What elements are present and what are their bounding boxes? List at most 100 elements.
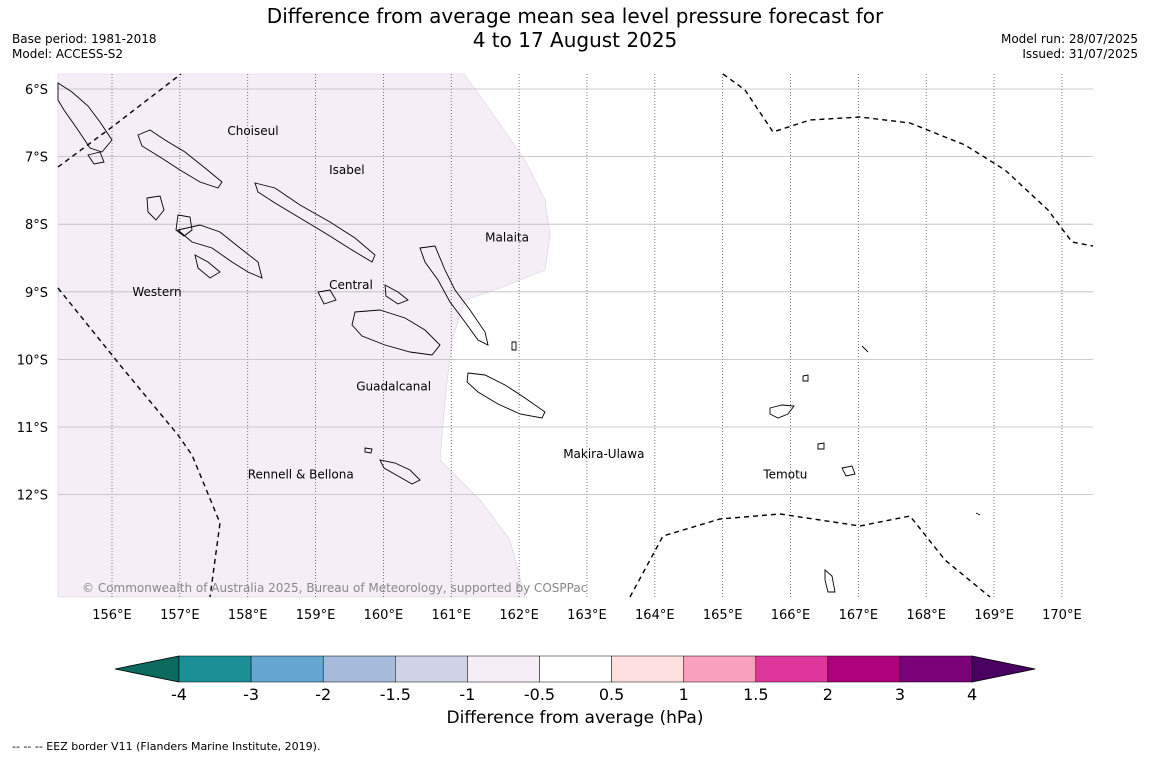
- model-run: Model run: 28/07/2025: [1000, 32, 1138, 46]
- map-title: Difference from average mean sea level p…: [0, 4, 1150, 52]
- island-rendova: [194, 254, 221, 279]
- island-malaita: [419, 245, 489, 346]
- region-label: Rennell & Bellona: [248, 467, 354, 481]
- island-utupua: [817, 442, 825, 450]
- island-bellona: [364, 447, 373, 454]
- colorbar-tick-label: 0.5: [599, 685, 624, 700]
- islands: [57, 82, 981, 593]
- colorbar: -4 -3 -2 -1.5 -1 -0.5 0.5 1 1.5 2 3 4: [114, 655, 1036, 700]
- colorbar-over-arrow: [971, 655, 1036, 683]
- colorbar-tick-label: -1.5: [380, 685, 411, 700]
- island-kolombangara: [175, 214, 193, 237]
- colorbar-tick-label: 4: [967, 685, 977, 700]
- colorbar-segment: [899, 655, 973, 683]
- colorbar-tick-label: 1: [679, 685, 689, 700]
- lon-tick-label: 170°E: [1042, 608, 1082, 623]
- eez-borders: [57, 73, 1094, 598]
- colorbar-segment: [250, 655, 324, 683]
- island-vella-lavella: [146, 195, 165, 221]
- model-name: Model: ACCESS-S2: [12, 47, 124, 61]
- anomaly-band: [57, 73, 551, 598]
- lat-tick-label: 7°S: [25, 151, 48, 166]
- island-guadalcanal: [351, 309, 441, 356]
- lon-tick-label: 167°E: [839, 608, 879, 623]
- island-russell: [384, 284, 409, 305]
- lon-tick-label: 163°E: [567, 608, 607, 623]
- island-choiseul: [137, 129, 223, 189]
- lat-tick-label: 10°S: [17, 353, 48, 368]
- lon-tick-label: 160°E: [364, 608, 404, 623]
- colorbar-tick-label: -4: [171, 685, 187, 700]
- colorbar-segment: [539, 655, 612, 683]
- colorbar-tick-label: -1: [459, 685, 475, 700]
- island-isabel: [254, 182, 376, 263]
- base-period: Base period: 1981-2018: [12, 32, 157, 46]
- run-info: Model run: 28/07/2025 Issued: 31/07/2025: [1001, 32, 1138, 62]
- lat-tick-label: 9°S: [25, 286, 48, 301]
- anomaly-band-shape: [57, 73, 551, 598]
- island-anuta: [824, 569, 836, 593]
- title-line-1: Difference from average mean sea level p…: [266, 4, 884, 28]
- region-label: Isabel: [329, 163, 364, 177]
- colorbar-tick-label: -0.5: [524, 685, 555, 700]
- eez-border-west-upper: [57, 73, 182, 168]
- lon-tick-label: 166°E: [771, 608, 811, 623]
- colorbar-segment: [827, 655, 901, 683]
- island-small-3: [975, 512, 981, 516]
- eez-border-west-lower: [57, 287, 221, 598]
- lon-tick-label: 159°E: [296, 608, 336, 623]
- lon-tick-label: 164°E: [635, 608, 675, 623]
- lon-tick-label: 161°E: [431, 608, 471, 623]
- lon-tick-label: 169°E: [974, 608, 1014, 623]
- region-label: Central: [329, 278, 373, 292]
- eez-footnote: -- -- -- EEZ border V11 (Flanders Marine…: [12, 740, 321, 753]
- colorbar-segment: [683, 655, 757, 683]
- lon-tick-label: 157°E: [160, 608, 200, 623]
- graticule: [58, 74, 1093, 597]
- copyright-notice: © Commonwealth of Australia 2025, Bureau…: [82, 581, 587, 595]
- lat-tick-label: 12°S: [17, 489, 48, 504]
- colorbar-tick-label: 2: [823, 685, 833, 700]
- lon-tick-label: 156°E: [92, 608, 132, 623]
- colorbar-segment: [322, 655, 396, 683]
- issued-date: Issued: 31/07/2025: [1022, 47, 1138, 61]
- eez-border-south-east: [629, 513, 991, 598]
- colorbar-tick-label: 1.5: [743, 685, 768, 700]
- colorbar-tick-label: -3: [243, 685, 259, 700]
- lon-tick-label: 162°E: [499, 608, 539, 623]
- title-line-2: 4 to 17 August 2025: [472, 28, 678, 52]
- lat-tick-label: 6°S: [25, 83, 48, 98]
- colorbar-title: Difference from average (hPa): [446, 708, 704, 728]
- region-label: Temotu: [762, 467, 807, 481]
- region-label: Guadalcanal: [356, 379, 431, 393]
- lon-tick-label: 165°E: [703, 608, 743, 623]
- forecast-map: Choiseul Isabel Malaita Western Central Guada…: [17, 73, 1094, 700]
- region-labels: Choiseul Isabel Malaita Western Central Guada…: [132, 124, 807, 481]
- colorbar-segment: [395, 655, 468, 683]
- region-label: Western: [132, 285, 181, 299]
- lat-tick-label: 8°S: [25, 218, 48, 233]
- model-info: Base period: 1981-2018 Model: ACCESS-S2: [12, 32, 157, 62]
- colorbar-tick-label: -2: [315, 685, 331, 700]
- colorbar-segment: [611, 655, 684, 683]
- eez-border-east-upper: [722, 73, 1094, 247]
- lat-tick-label: 11°S: [17, 421, 48, 436]
- colorbar-segment: [755, 655, 829, 683]
- island-bougainville-tip: [57, 82, 113, 153]
- island-makira: [466, 372, 546, 419]
- island-small-2: [861, 345, 869, 353]
- island-vanikoro: [841, 465, 856, 477]
- island-new-georgia: [177, 224, 263, 279]
- island-shortland: [87, 151, 105, 165]
- axis-labels: 6°S 7°S 8°S 9°S 10°S 11°S 12°S 156°E 157°E 158°E 1…: [17, 83, 1082, 623]
- island-florida: [317, 289, 337, 305]
- colorbar-tick-label: 3: [895, 685, 905, 700]
- colorbar-under-arrow: [114, 655, 180, 683]
- region-label: Malaita: [485, 231, 529, 245]
- colorbar-segment: [178, 655, 252, 683]
- island-small-1: [511, 341, 517, 351]
- lon-tick-label: 158°E: [228, 608, 268, 623]
- island-rennell: [379, 459, 421, 485]
- region-label: Makira-Ulawa: [563, 447, 644, 461]
- lon-tick-label: 168°E: [906, 608, 946, 623]
